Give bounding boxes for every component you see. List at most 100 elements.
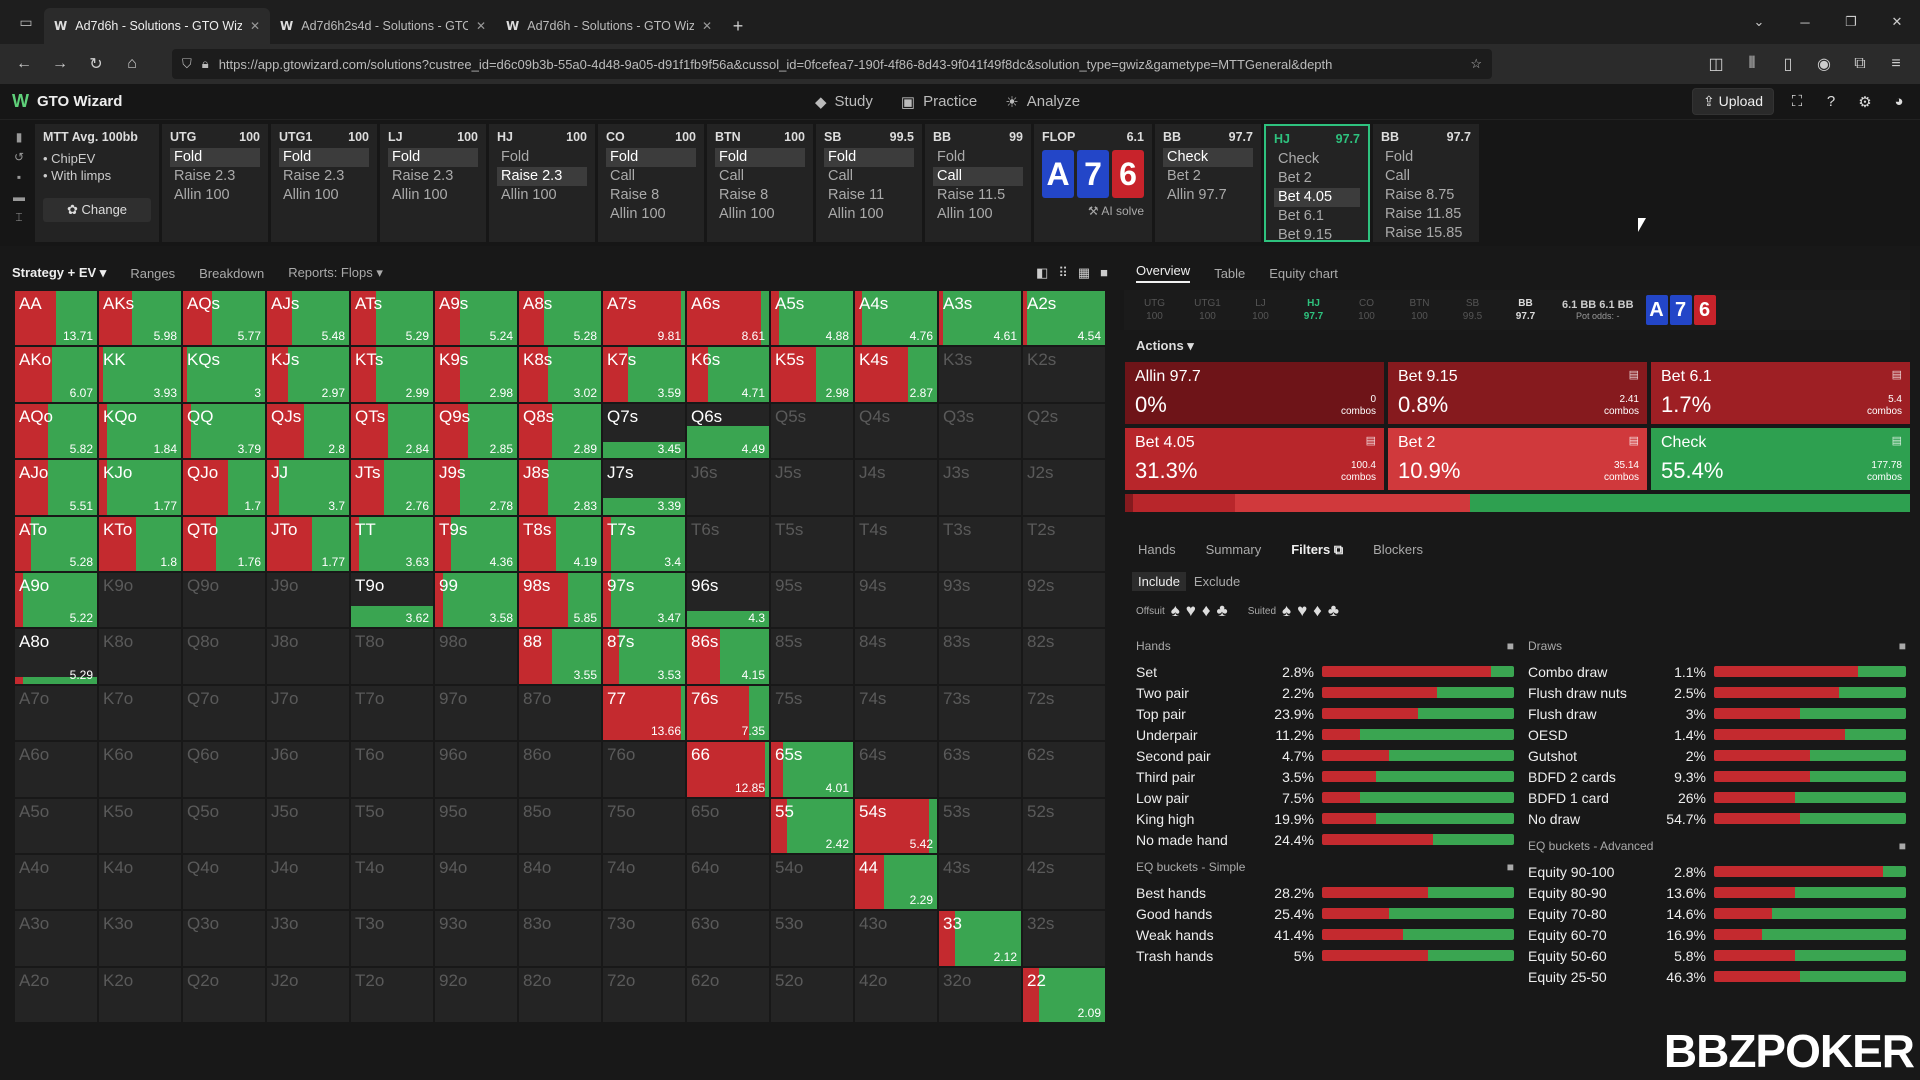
hand-cell[interactable]: 75o: [602, 797, 686, 854]
hand-cell[interactable]: 85o: [518, 797, 602, 854]
position-chip[interactable]: CO 100: [1340, 297, 1393, 323]
nav-analyze[interactable]: ☀ Analyze: [1005, 93, 1080, 111]
hand-cell[interactable]: 93o: [434, 910, 518, 967]
hand-cell[interactable]: 95o: [434, 797, 518, 854]
hand-cell[interactable]: T4s: [854, 515, 938, 572]
tab-filters[interactable]: Filters ⧉: [1291, 542, 1343, 558]
tab-list-icon[interactable]: ▭: [19, 13, 33, 30]
hand-cell[interactable]: J6s: [686, 459, 770, 516]
hand-cell[interactable]: J3o: [266, 910, 350, 967]
node-action[interactable]: Allin 100: [501, 187, 557, 203]
node-action[interactable]: Raise 11.85: [1385, 206, 1462, 222]
hand-cell[interactable]: 44 2.29: [854, 853, 938, 911]
stat-row[interactable]: Equity 60-70 16.9%: [1528, 924, 1906, 945]
hand-cell[interactable]: 92o: [434, 966, 518, 1024]
note-icon[interactable]: ▤: [1628, 369, 1639, 381]
hand-cell[interactable]: 98o: [434, 628, 518, 685]
tab-overflow-icon[interactable]: ⌄: [1753, 14, 1765, 29]
hand-cell[interactable]: K4o: [98, 853, 182, 911]
table-icon[interactable]: ▬: [13, 190, 25, 204]
tree-node-sb[interactable]: SB 99.5 Fold Call Raise 11 Allin 100: [816, 124, 922, 242]
node-action[interactable]: Allin 100: [392, 187, 448, 203]
heart-icon[interactable]: ♥: [1185, 601, 1196, 620]
hand-cell[interactable]: J7o: [266, 684, 350, 742]
suited-club-icon[interactable]: ♣: [1327, 601, 1340, 620]
node-action[interactable]: Allin 100: [174, 187, 230, 203]
hand-cell[interactable]: A7o: [14, 684, 98, 742]
hand-cell[interactable]: A4s 4.76: [854, 290, 938, 347]
hand-cell[interactable]: J5o: [266, 797, 350, 854]
nav-practice[interactable]: ▣ Practice: [901, 93, 977, 111]
hand-cell[interactable]: T8s 4.19: [518, 515, 602, 572]
hand-cell[interactable]: QJo 1.7: [182, 459, 266, 516]
hand-cell[interactable]: 83s: [938, 628, 1022, 685]
bookmark-star-icon[interactable]: ☆: [1470, 56, 1482, 71]
action-option[interactable]: Allin 97.7 0% 0 combos: [1125, 362, 1384, 424]
tab-table[interactable]: Table: [1214, 265, 1246, 281]
action-option[interactable]: Check 55.4% ▤ 177.78 combos: [1651, 428, 1910, 490]
hand-cell[interactable]: 53o: [770, 910, 854, 967]
tab-reports[interactable]: Reports: Flops ▾: [288, 265, 383, 280]
node-action[interactable]: Fold: [715, 148, 805, 167]
hand-cell[interactable]: 52o: [770, 966, 854, 1024]
hand-cell[interactable]: 53s: [938, 797, 1022, 854]
hand-cell[interactable]: J6o: [266, 741, 350, 798]
hand-cell[interactable]: A5o: [14, 797, 98, 854]
node-action[interactable]: Bet 2: [1167, 168, 1201, 184]
hand-cell[interactable]: 88 3.55: [518, 628, 602, 685]
hand-cell[interactable]: 33 2.12: [938, 910, 1022, 967]
hand-cell[interactable]: 96s 4.3: [686, 571, 770, 629]
hand-cell[interactable]: 97s 3.47: [602, 571, 686, 629]
hand-cell[interactable]: T2s: [1022, 515, 1106, 572]
hand-cell[interactable]: 72o: [602, 966, 686, 1024]
hand-cell[interactable]: J2s: [1022, 459, 1106, 516]
tab-equity-chart[interactable]: Equity chart: [1269, 265, 1338, 281]
hand-cell[interactable]: 42o: [854, 966, 938, 1024]
stat-row[interactable]: Trash hands 5%: [1136, 945, 1514, 966]
position-chip[interactable]: BTN 100: [1393, 297, 1446, 323]
tab-summary[interactable]: Summary: [1205, 542, 1262, 557]
hand-cell[interactable]: 63s: [938, 741, 1022, 798]
expand-icon[interactable]: ■: [1898, 639, 1906, 653]
hand-cell[interactable]: Q2o: [182, 966, 266, 1024]
note-icon[interactable]: ▤: [1365, 435, 1376, 447]
hand-cell[interactable]: Q8o: [182, 628, 266, 685]
hand-cell[interactable]: 66 12.85: [686, 741, 770, 798]
node-action[interactable]: Fold: [1385, 149, 1414, 165]
view-grid-icon[interactable]: ▦: [1077, 265, 1091, 280]
hand-cell[interactable]: A4o: [14, 853, 98, 911]
node-action[interactable]: Raise 8: [719, 187, 769, 203]
node-action[interactable]: Check: [1278, 151, 1320, 167]
hand-cell[interactable]: AQs 5.77: [182, 290, 266, 347]
expand-icon[interactable]: ■: [1898, 839, 1906, 853]
account-icon[interactable]: ◉: [1817, 56, 1831, 73]
hand-cell[interactable]: JTo 1.77: [266, 515, 350, 572]
hand-cell[interactable]: A6o: [14, 741, 98, 798]
node-action[interactable]: Fold: [279, 148, 369, 167]
suited-diamond-icon[interactable]: ♦: [1313, 601, 1322, 620]
tab-blockers[interactable]: Blockers: [1373, 542, 1423, 557]
stat-row[interactable]: Two pair 2.2%: [1136, 682, 1514, 703]
hand-cell[interactable]: 76s 7.35: [686, 684, 770, 742]
tab-strategy-ev[interactable]: Strategy + EV ▾: [12, 265, 107, 280]
menu-icon[interactable]: ≡: [1891, 55, 1901, 72]
position-chip[interactable]: BB 97.7: [1499, 297, 1552, 323]
hand-cell[interactable]: T5o: [350, 797, 434, 854]
hand-cell[interactable]: 43s: [938, 853, 1022, 911]
stat-row[interactable]: Good hands 25.4%: [1136, 903, 1514, 924]
hand-cell[interactable]: K7o: [98, 684, 182, 742]
hand-cell[interactable]: T6s: [686, 515, 770, 572]
hand-cell[interactable]: 63o: [686, 910, 770, 967]
hand-cell[interactable]: 76o: [602, 741, 686, 798]
close-tab-icon[interactable]: ✕: [249, 19, 260, 33]
hand-cell[interactable]: K4s 2.87: [854, 346, 938, 403]
stat-row[interactable]: Underpair 11.2%: [1136, 724, 1514, 745]
tab-breakdown[interactable]: Breakdown: [199, 265, 265, 281]
hand-cell[interactable]: J8o: [266, 628, 350, 685]
node-action[interactable]: Raise 2.3: [497, 167, 587, 186]
hand-cell[interactable]: K6s 4.71: [686, 346, 770, 403]
note-icon[interactable]: ▤: [1891, 369, 1902, 381]
hand-cell[interactable]: QJs 2.8: [266, 402, 350, 460]
minimize-button[interactable]: ─: [1800, 14, 1810, 30]
hand-cell[interactable]: AJo 5.51: [14, 459, 98, 516]
